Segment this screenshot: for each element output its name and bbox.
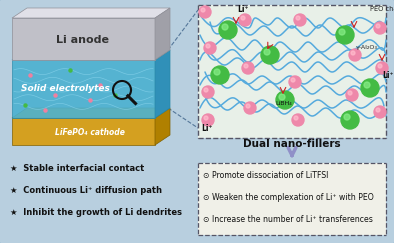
Text: Li anode: Li anode [56, 35, 110, 45]
Circle shape [291, 78, 295, 82]
Text: ★  Inhibit the growth of Li dendrites: ★ Inhibit the growth of Li dendrites [10, 208, 182, 217]
Circle shape [242, 62, 254, 74]
Circle shape [374, 106, 386, 118]
Circle shape [202, 86, 214, 98]
Circle shape [204, 116, 208, 120]
Polygon shape [155, 108, 170, 145]
Circle shape [211, 66, 229, 84]
Circle shape [378, 64, 382, 68]
Circle shape [374, 22, 386, 34]
Circle shape [376, 108, 380, 112]
Circle shape [241, 16, 245, 20]
Circle shape [204, 88, 208, 92]
Text: ⊙ Increase the number of Li⁺ transferences: ⊙ Increase the number of Li⁺ transferenc… [203, 215, 373, 224]
Circle shape [202, 114, 214, 126]
Circle shape [294, 14, 306, 26]
Circle shape [244, 64, 248, 68]
Text: Li⁺: Li⁺ [201, 123, 213, 132]
Polygon shape [12, 8, 170, 18]
Circle shape [292, 114, 304, 126]
Text: Li⁺: Li⁺ [237, 5, 249, 14]
FancyBboxPatch shape [198, 5, 386, 138]
Text: ⊙ Promote dissociation of LiTFSI: ⊙ Promote dissociation of LiTFSI [203, 171, 328, 180]
Circle shape [219, 21, 237, 39]
Text: PEO chains: PEO chains [370, 6, 394, 12]
Polygon shape [12, 118, 155, 145]
Text: Solid electrolytes: Solid electrolytes [20, 84, 110, 93]
Circle shape [341, 111, 359, 129]
Circle shape [214, 69, 220, 75]
FancyArrowPatch shape [288, 148, 296, 156]
Text: LiFePO₄ cathode: LiFePO₄ cathode [55, 128, 125, 137]
Text: ★  Continuous Li⁺ diffusion path: ★ Continuous Li⁺ diffusion path [10, 185, 162, 194]
Circle shape [376, 24, 380, 28]
Circle shape [222, 24, 228, 30]
Polygon shape [12, 50, 170, 60]
Circle shape [376, 62, 388, 74]
Circle shape [346, 89, 358, 101]
Circle shape [336, 26, 354, 44]
Text: Dual nano-fillers: Dual nano-fillers [243, 139, 341, 149]
Polygon shape [12, 18, 155, 60]
Circle shape [339, 29, 345, 35]
Text: Li⁺: Li⁺ [382, 70, 394, 79]
Circle shape [361, 79, 379, 97]
Circle shape [294, 116, 298, 120]
Polygon shape [12, 108, 170, 118]
Polygon shape [155, 8, 170, 60]
Circle shape [261, 46, 279, 64]
Circle shape [344, 114, 350, 120]
Circle shape [206, 44, 210, 48]
Circle shape [199, 6, 211, 18]
Text: ⊙ Weaken the complexation of Li⁺ with PEO: ⊙ Weaken the complexation of Li⁺ with PE… [203, 192, 374, 201]
Text: ★  Stable interfacial contact: ★ Stable interfacial contact [10, 164, 144, 173]
Circle shape [204, 42, 216, 54]
Circle shape [279, 94, 285, 100]
Circle shape [276, 91, 294, 109]
Circle shape [364, 82, 370, 88]
Text: γ-Al₂O₃: γ-Al₂O₃ [356, 44, 378, 50]
Polygon shape [12, 60, 155, 118]
Circle shape [246, 104, 250, 108]
Circle shape [296, 16, 300, 20]
Circle shape [244, 102, 256, 114]
Circle shape [201, 8, 205, 12]
Text: LiBH₄: LiBH₄ [275, 101, 292, 105]
Circle shape [351, 51, 355, 55]
FancyBboxPatch shape [198, 163, 386, 235]
Circle shape [348, 91, 352, 95]
Circle shape [289, 76, 301, 88]
Circle shape [349, 49, 361, 61]
Circle shape [239, 14, 251, 26]
Polygon shape [155, 50, 170, 118]
Circle shape [264, 49, 270, 55]
